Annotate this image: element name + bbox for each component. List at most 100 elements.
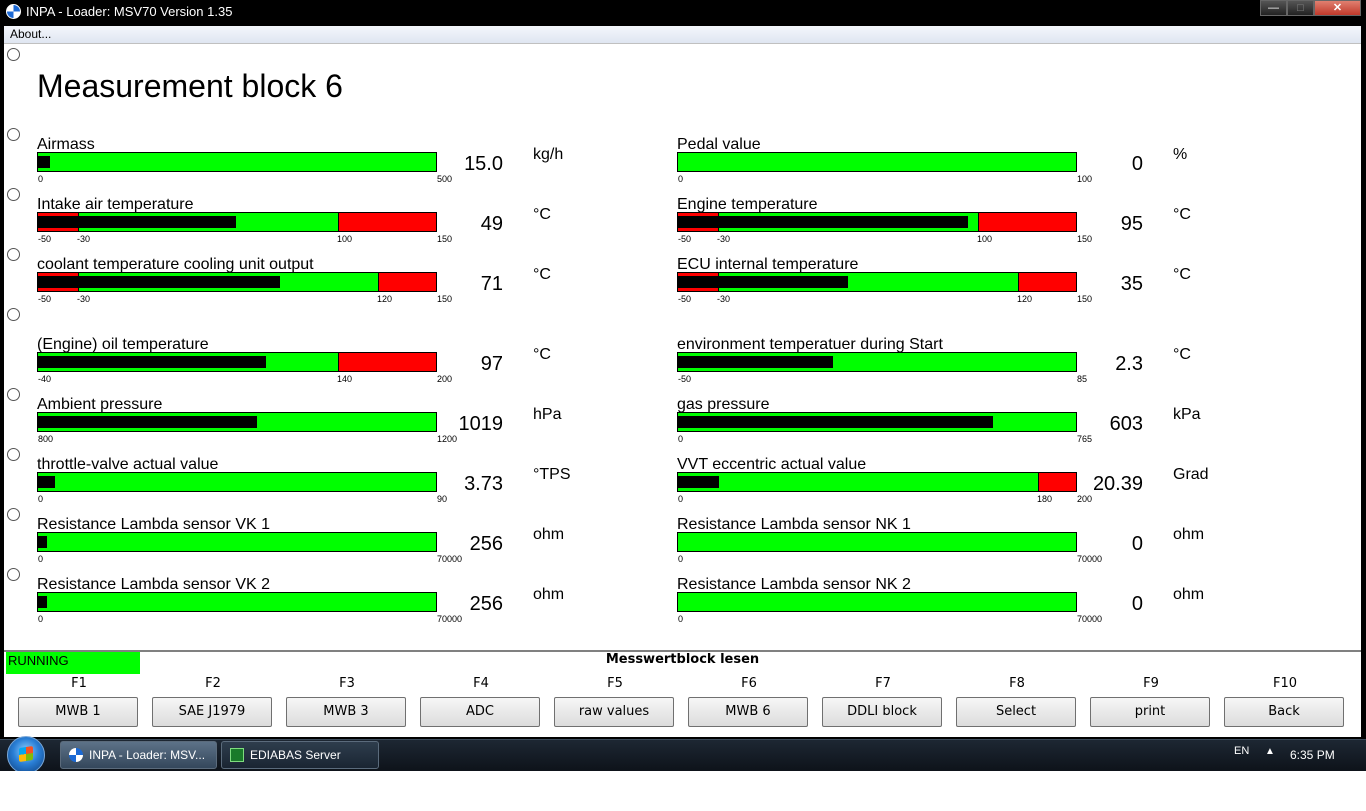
scale-tick-label: -50 xyxy=(38,294,52,304)
taskbar: INPA - Loader: MSV... EDIABAS Server EN … xyxy=(0,736,1366,774)
radio-button[interactable] xyxy=(7,48,20,61)
measurement-bar xyxy=(37,532,437,552)
measurement-bar xyxy=(677,212,1077,232)
measurement-fill xyxy=(38,536,47,548)
radio-button[interactable] xyxy=(7,248,20,261)
radio-button[interactable] xyxy=(7,568,20,581)
page-title: Measurement block 6 xyxy=(37,68,343,104)
scale-tick-label: 70000 xyxy=(1077,614,1103,624)
scale-tick-label: -30 xyxy=(717,294,731,304)
alarm-zone-high xyxy=(338,353,436,371)
scale-tick-label: -30 xyxy=(77,234,91,244)
function-key-label: F5 xyxy=(607,676,623,691)
measurement-unit: ohm xyxy=(1173,526,1205,543)
measurement-bar xyxy=(677,272,1077,292)
scale-tick-label: 200 xyxy=(1077,494,1093,504)
measurement-fill xyxy=(38,276,280,288)
measurement-unit: °TPS xyxy=(533,466,571,483)
function-button-f10[interactable]: Back xyxy=(1224,697,1344,727)
scale-tick-label: 0 xyxy=(678,494,684,504)
function-button-f5[interactable]: raw values xyxy=(554,697,674,727)
measurement-unit: °C xyxy=(1173,266,1191,283)
maximize-button[interactable]: □ xyxy=(1287,0,1314,16)
measurement-value: 15.0 xyxy=(464,153,503,175)
desktop-background xyxy=(0,771,1366,811)
function-button-f1[interactable]: MWB 1 xyxy=(18,697,138,727)
zone-divider xyxy=(338,213,339,231)
scale-tick-label: 150 xyxy=(437,234,453,244)
scale-tick-label: 800 xyxy=(38,434,54,444)
measurement-value: 256 xyxy=(469,533,503,555)
measurement-label: Engine temperature xyxy=(677,196,818,213)
measurement-label: Ambient pressure xyxy=(37,396,163,413)
measurement-value: 0 xyxy=(1131,593,1143,615)
measurement-label: VVT eccentric actual value xyxy=(677,456,867,473)
function-button-f7[interactable]: DDLI block xyxy=(822,697,942,727)
alarm-zone-high xyxy=(1018,273,1076,291)
windows-logo-icon xyxy=(19,746,33,762)
taskbar-item-inpa[interactable]: INPA - Loader: MSV... xyxy=(60,741,217,769)
measurement-bar xyxy=(37,592,437,612)
function-button-f3[interactable]: MWB 3 xyxy=(286,697,406,727)
minimize-button[interactable]: — xyxy=(1260,0,1287,16)
measurement-value: 95 xyxy=(1120,213,1143,235)
radio-button[interactable] xyxy=(7,388,20,401)
function-button-f9[interactable]: print xyxy=(1090,697,1210,727)
measurement-label: coolant temperature cooling unit output xyxy=(37,256,314,273)
radio-button[interactable] xyxy=(7,448,20,461)
scale-tick-label: 100 xyxy=(1077,174,1093,184)
measurement-bar xyxy=(37,472,437,492)
measurement-value: 0 xyxy=(1131,533,1143,555)
scale-tick-label: 0 xyxy=(38,494,44,504)
radio-button[interactable] xyxy=(7,308,20,321)
scale-tick-label: 70000 xyxy=(437,614,463,624)
measurement-panel: Measurement block 6 Airmass 0 500 15.0 kg/h P… xyxy=(4,44,1361,652)
title-bar: INPA - Loader: MSV70 Version 1.35 — □ ✕ xyxy=(0,0,1366,24)
scale-tick-label: 70000 xyxy=(437,554,463,564)
function-button-f8[interactable]: Select xyxy=(956,697,1076,727)
bmw-logo-icon xyxy=(6,4,21,19)
zone-divider xyxy=(1038,473,1039,491)
measurement-value: 1019 xyxy=(458,413,504,435)
measurement-label: Airmass xyxy=(37,136,95,153)
radio-button[interactable] xyxy=(7,508,20,521)
measurement-fill xyxy=(38,596,47,608)
close-button[interactable]: ✕ xyxy=(1314,0,1361,16)
language-indicator[interactable]: EN xyxy=(1234,745,1250,757)
measurement-label: ECU internal temperature xyxy=(677,256,859,273)
measurement-label: Resistance Lambda sensor VK 2 xyxy=(37,576,271,593)
function-key-label: F2 xyxy=(205,676,221,691)
clock[interactable]: 6:35 PM xyxy=(1290,748,1335,762)
taskbar-item-ediabas[interactable]: EDIABAS Server xyxy=(221,741,379,769)
menu-about[interactable]: About... xyxy=(10,27,52,41)
measurement-value: 20.39 xyxy=(1092,473,1143,495)
measurement-bar xyxy=(677,152,1077,172)
measurement-fill xyxy=(38,216,236,228)
bmw-logo-icon xyxy=(69,748,83,762)
scale-tick-label: -50 xyxy=(38,234,52,244)
measurement-label: Pedal value xyxy=(677,136,761,153)
function-key-label: F7 xyxy=(875,676,891,691)
tray-expand-icon[interactable]: ▲ xyxy=(1265,746,1275,757)
measurement-label: (Engine) oil temperature xyxy=(37,336,209,353)
radio-button[interactable] xyxy=(7,128,20,141)
function-button-f6[interactable]: MWB 6 xyxy=(688,697,808,727)
taskbar-item-label: EDIABAS Server xyxy=(250,748,341,762)
measurement-bar xyxy=(37,412,437,432)
scale-tick-label: 1200 xyxy=(437,434,458,444)
function-key-label: F8 xyxy=(1009,676,1025,691)
alarm-zone-high xyxy=(978,213,1076,231)
function-button-f2[interactable]: SAE J1979 xyxy=(152,697,272,727)
function-button-f4[interactable]: ADC xyxy=(420,697,540,727)
function-key-label: F10 xyxy=(1272,676,1298,691)
measurement-bar xyxy=(677,532,1077,552)
measurement-bar xyxy=(677,592,1077,612)
measurement-label: gas pressure xyxy=(677,396,770,413)
start-button[interactable] xyxy=(7,736,45,774)
function-key-label: F4 xyxy=(473,676,489,691)
radio-button[interactable] xyxy=(7,188,20,201)
status-title: Messwertblock lesen xyxy=(605,652,760,667)
alarm-zone-high xyxy=(1038,473,1076,491)
measurement-unit: kPa xyxy=(1173,406,1201,423)
zone-divider xyxy=(978,213,979,231)
